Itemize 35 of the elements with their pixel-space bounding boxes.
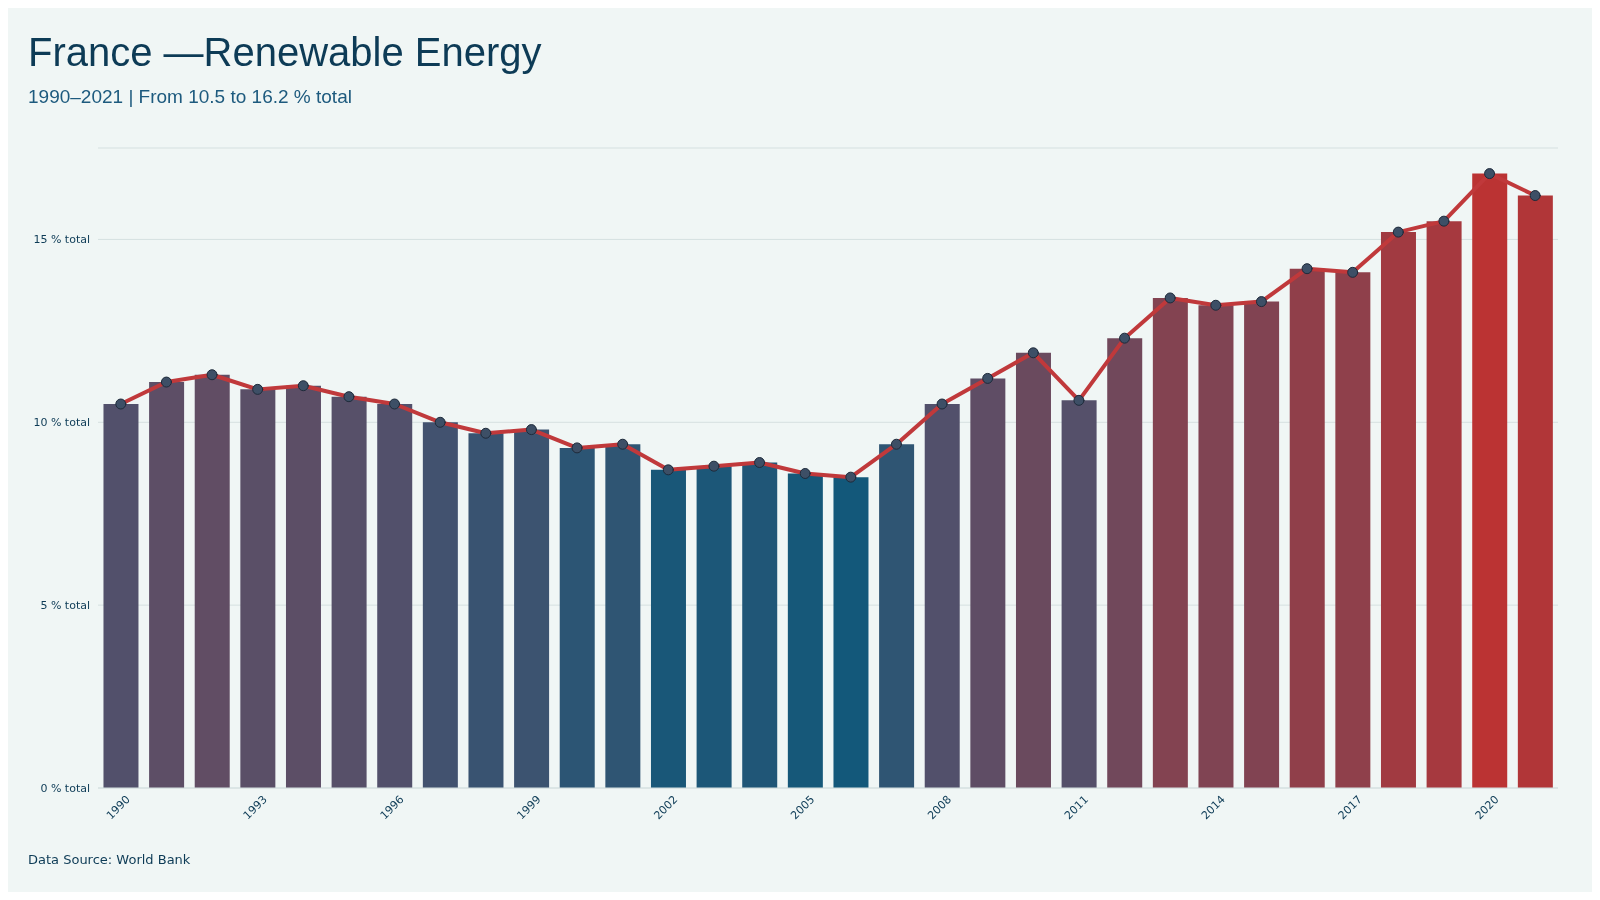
bar [1198, 305, 1234, 788]
bar [103, 404, 139, 788]
chart-title: France —Renewable Energy [28, 30, 542, 75]
bar [559, 447, 595, 788]
y-tick-label: 10 % total [33, 416, 90, 430]
bar [377, 404, 413, 788]
bar [833, 477, 869, 788]
bar [285, 385, 321, 788]
bar [696, 466, 732, 788]
bar [194, 374, 230, 788]
bar [742, 462, 778, 788]
bar [1380, 232, 1416, 788]
bar [1289, 268, 1325, 788]
bar [1152, 297, 1188, 788]
bar [331, 396, 367, 788]
bar [879, 444, 915, 788]
bar [787, 473, 823, 788]
bar [1061, 400, 1097, 788]
source-note: Data Source: World Bank [28, 852, 191, 867]
y-tick-label: 15 % total [33, 233, 90, 247]
chart-subtitle: 1990–2021 | From 10.5 to 16.2 % total [28, 86, 352, 108]
bar [149, 382, 185, 788]
bar [924, 404, 960, 788]
bar [1426, 221, 1462, 788]
bar [240, 389, 276, 788]
y-tick-label: 5 % total [40, 599, 90, 613]
bar [970, 378, 1006, 788]
bar [1244, 301, 1280, 788]
bar [1015, 352, 1051, 788]
bar [605, 444, 641, 788]
bar [1335, 272, 1371, 788]
bar [1107, 338, 1143, 788]
bar [650, 469, 686, 788]
y-tick-label: 0 % total [40, 781, 90, 795]
bar [1517, 195, 1553, 788]
